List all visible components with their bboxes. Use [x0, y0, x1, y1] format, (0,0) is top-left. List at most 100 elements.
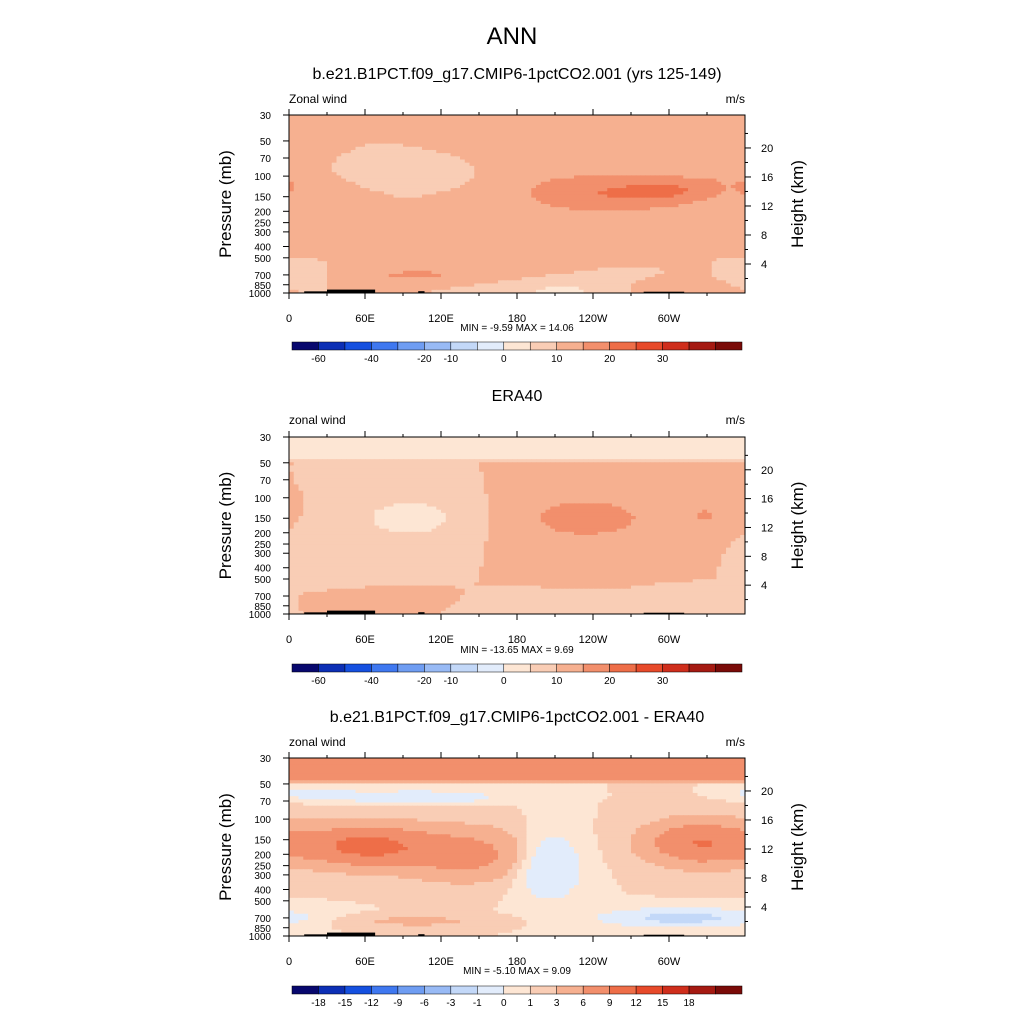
y-right-tick-label: 4 [761, 259, 767, 271]
panel-2: ERA40 zonal wind m/s 0 60E 120E 180 120W 60W 3… [216, 388, 807, 687]
colorbar-swatch [450, 985, 478, 995]
colorbar-swatch [291, 663, 319, 673]
colorbar-label: -12 [364, 998, 379, 1009]
x-tick-label: 60W [658, 313, 681, 325]
y-tick-label: 150 [254, 514, 271, 525]
x-tick-label: 0 [286, 313, 292, 325]
colorbar-swatch [715, 663, 743, 673]
x-tick-label: 120E [428, 634, 454, 646]
colorbar-label: 9 [607, 998, 613, 1009]
y-tick-label: 500 [254, 575, 271, 586]
colorbar-swatch [715, 341, 743, 351]
colorbar-swatch [318, 341, 346, 351]
y-tick-label: 30 [260, 433, 272, 444]
panel-2-title: ERA40 [492, 388, 543, 405]
y-axis-title: Pressure (mb) [216, 150, 235, 258]
colorbar-label: -20 [417, 354, 432, 365]
panel-1-left-label: Zonal wind [289, 92, 347, 106]
colorbar-label: -9 [393, 998, 402, 1009]
y-tick-label: 250 [254, 219, 271, 230]
colorbar-swatch [662, 341, 690, 351]
colorbar-swatch [318, 985, 346, 995]
panel-3: b.e21.B1PCT.f09_g17.CMIP6-1pctCO2.001 - … [216, 709, 807, 1009]
y-tick-label: 70 [260, 476, 272, 487]
colorbar-swatch [477, 985, 505, 995]
colorbar-label: 1 [527, 998, 533, 1009]
orography-block [418, 934, 425, 936]
y-right-tick-label: 16 [761, 172, 773, 184]
y-tick-label: 1000 [249, 610, 272, 621]
colorbar-swatch [424, 663, 452, 673]
x-tick-label: 60E [355, 956, 375, 968]
x-tick-label: 120E [428, 313, 454, 325]
colorbar-swatch [662, 663, 690, 673]
colorbar-label: -20 [417, 676, 432, 687]
panel-3-units-label: m/s [726, 735, 745, 749]
orography-block [327, 289, 376, 293]
colorbar-label: 0 [501, 676, 507, 687]
y-tick-label: 100 [254, 172, 271, 183]
x-tick-label: 60E [355, 634, 375, 646]
colorbar-swatch [424, 985, 452, 995]
y-tick-label: 400 [254, 242, 271, 253]
y-right-tick-label: 8 [761, 551, 767, 563]
x-tick-label: 180 [508, 634, 526, 646]
colorbar-swatch [609, 341, 637, 351]
y-right-tick-label: 20 [761, 465, 773, 477]
x-tick-label: 60E [355, 313, 375, 325]
colorbar-label: 6 [580, 998, 586, 1009]
colorbar-swatch [503, 341, 531, 351]
colorbar-label: 18 [683, 998, 695, 1009]
panel-1-stats: MIN = -9.59 MAX = 14.06 [460, 323, 574, 334]
orography-block [418, 612, 425, 614]
y-tick-label: 1000 [249, 289, 272, 300]
colorbar-swatch [582, 985, 610, 995]
y-right-tick-label: 8 [761, 230, 767, 242]
orography-block [643, 291, 685, 293]
panel-2-stats: MIN = -13.65 MAX = 9.69 [460, 645, 574, 656]
colorbar-label: -15 [338, 998, 353, 1009]
y-tick-label: 200 [254, 529, 271, 540]
x-tick-label: 0 [286, 634, 292, 646]
y-axis-title: Pressure (mb) [216, 793, 235, 901]
colorbar-swatch [503, 985, 531, 995]
y-tick-label: 850 [254, 924, 271, 935]
colorbar-swatch [291, 341, 319, 351]
y-tick-label: 700 [254, 592, 271, 603]
colorbar-swatch [662, 985, 690, 995]
y-tick-label: 30 [260, 111, 272, 122]
y-tick-label: 150 [254, 193, 271, 204]
y-right-tick-label: 8 [761, 873, 767, 885]
y-tick-label: 250 [254, 540, 271, 551]
colorbar-label: 10 [551, 354, 563, 365]
colorbar-swatch [344, 663, 372, 673]
panel-1-units-label: m/s [726, 92, 745, 106]
y-tick-label: 70 [260, 797, 272, 808]
y-tick-label: 1000 [249, 932, 272, 943]
contour-field [289, 437, 745, 614]
colorbar-swatch [582, 663, 610, 673]
y-tick-label: 700 [254, 271, 271, 282]
x-tick-label: 180 [508, 956, 526, 968]
y-right-tick-label: 4 [761, 580, 767, 592]
orography-block [327, 610, 376, 614]
colorbar-swatch [609, 663, 637, 673]
colorbar-swatch [715, 985, 743, 995]
colorbar-swatch [371, 985, 399, 995]
y-tick-label: 300 [254, 549, 271, 560]
colorbar-label: -1 [473, 998, 482, 1009]
panel-2-left-label: zonal wind [289, 413, 346, 427]
y-tick-label: 30 [260, 754, 272, 765]
y-tick-label: 50 [260, 780, 272, 791]
colorbar-label: -10 [444, 354, 459, 365]
orography-block [643, 612, 685, 614]
x-tick-label: 60W [658, 634, 681, 646]
y-tick-label: 250 [254, 862, 271, 873]
y-tick-label: 400 [254, 564, 271, 575]
y-right-tick-label: 16 [761, 815, 773, 827]
panel-1: b.e21.B1PCT.f09_g17.CMIP6-1pctCO2.001 (y… [216, 66, 807, 365]
colorbar-label: 3 [554, 998, 560, 1009]
y-tick-label: 150 [254, 836, 271, 847]
